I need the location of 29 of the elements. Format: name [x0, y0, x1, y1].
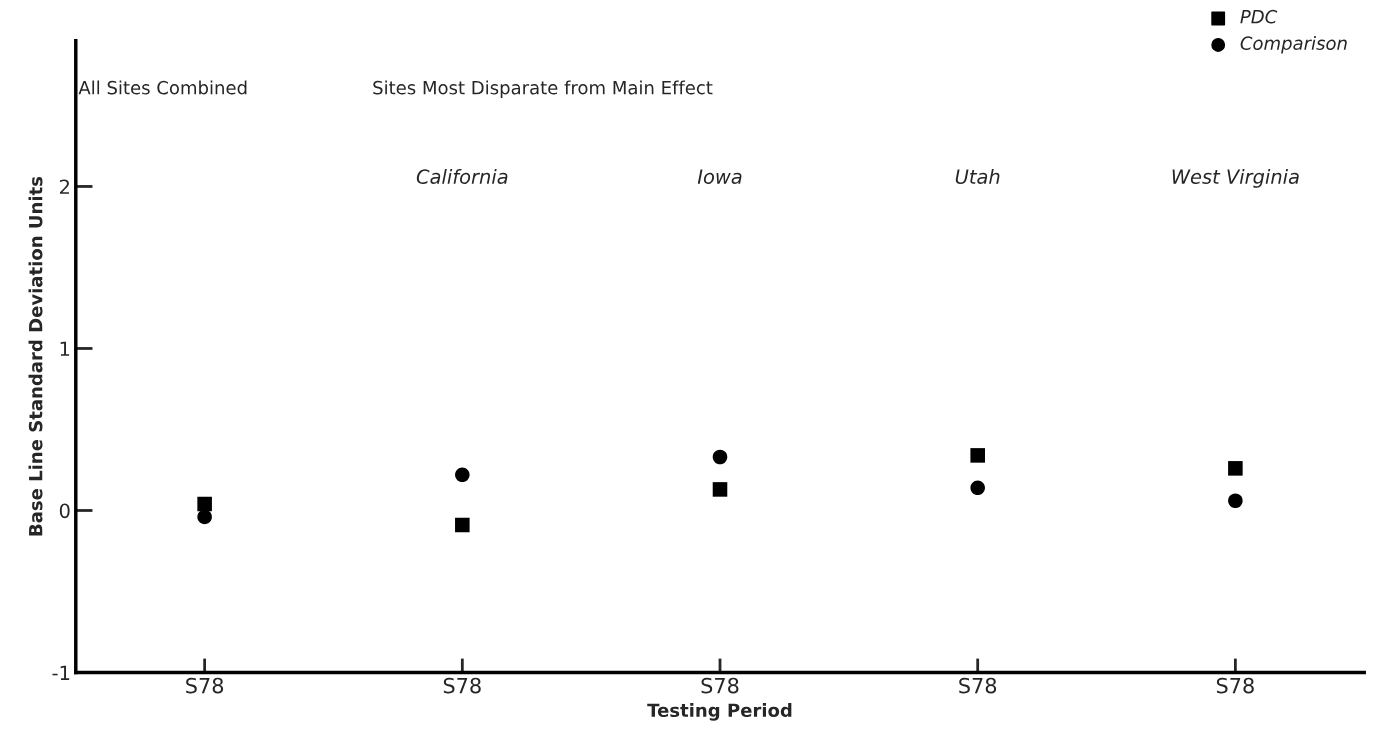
point: [197, 509, 212, 525]
y-tick-label: -1: [52, 665, 70, 680]
point: [455, 467, 470, 483]
y-tick-label: 0: [59, 503, 70, 519]
annotation: Sites Most Disparate from Main Effect: [373, 80, 713, 98]
point: [970, 448, 985, 463]
legend-label: PDC: [1240, 9, 1278, 24]
point: [712, 482, 728, 497]
point: [1228, 493, 1243, 509]
point: [970, 480, 985, 496]
x-axis-title: Testing Period: [647, 703, 792, 721]
point: [712, 449, 728, 465]
annotation: Utah: [955, 168, 1000, 184]
annotation: West Virginia: [1172, 168, 1299, 188]
x-tick-label: S78: [701, 677, 739, 694]
legend-label: Comparison: [1240, 36, 1347, 54]
y-tick-label: 2: [59, 179, 69, 194]
point: [197, 496, 212, 512]
annotation: Iowa: [697, 169, 742, 184]
x-tick-label: S78: [186, 677, 224, 694]
x-tick-label: S78: [1216, 677, 1254, 694]
x-tick-label: S78: [443, 677, 481, 694]
annotation: California: [416, 168, 508, 184]
point: [1228, 461, 1243, 476]
annotation: All Sites Combined: [78, 80, 247, 95]
x-tick-label: S78: [959, 677, 997, 694]
point: [455, 517, 470, 533]
y-axis-title: Base Line Standard Deviation Units: [28, 176, 43, 536]
y-tick-label: 1: [60, 341, 70, 356]
